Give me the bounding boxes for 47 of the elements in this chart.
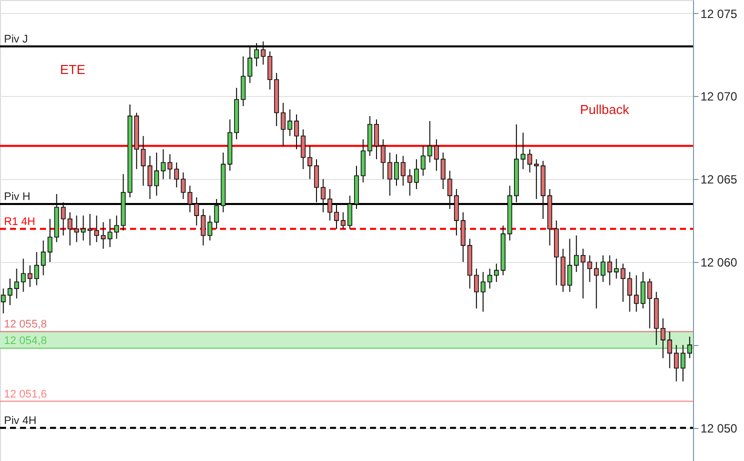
- candlestick: [567, 238, 572, 292]
- candlestick: [320, 178, 326, 213]
- candlestick: [8, 278, 12, 306]
- candlestick: [674, 344, 679, 382]
- candlestick: [160, 148, 166, 180]
- candlestick: [647, 278, 652, 329]
- y-tick-label: 12 070: [700, 90, 738, 104]
- ref-line-label: 12 055,8: [4, 318, 47, 331]
- candlestick: [14, 268, 20, 299]
- candlestick: [260, 40, 266, 66]
- y-tick-label: 12 060: [700, 256, 738, 270]
- candlestick: [447, 170, 452, 210]
- candlestick: [427, 120, 432, 164]
- y-tick-label: 12 065: [700, 172, 738, 187]
- candlestick: [587, 254, 592, 282]
- candlestick: [340, 212, 346, 230]
- candlestick: [240, 56, 246, 107]
- y-tick-label: 12 075: [700, 6, 738, 21]
- candlestick: [334, 203, 339, 230]
- candlestick: [140, 135, 146, 186]
- candlestick: [180, 172, 186, 200]
- candlestick: [100, 222, 106, 250]
- ref-line-label: Piv J: [4, 33, 28, 46]
- ref-line-label: Piv H: [4, 190, 30, 203]
- candlestick: [20, 258, 26, 292]
- candlestick: [527, 148, 532, 173]
- ref-line-label: 12 054,8: [4, 335, 47, 348]
- candlestick: [607, 254, 612, 286]
- annotation: Pullback: [580, 102, 630, 117]
- y-tick-label: 12 050: [700, 421, 738, 436]
- candlestick: [60, 202, 66, 236]
- candlestick: [327, 188, 332, 222]
- candlestick: [407, 168, 412, 196]
- candlestick: [0, 288, 6, 314]
- candlestick: [387, 152, 392, 196]
- candlestick: [627, 271, 632, 312]
- annotation: ETE: [60, 62, 86, 77]
- candlestick: [200, 208, 206, 246]
- ref-line-label: 12 051,6: [4, 388, 47, 400]
- candlestick: [347, 195, 352, 230]
- candlestick: [487, 268, 492, 290]
- ref-line-label: R1 4H: [4, 216, 36, 228]
- candlestick: [300, 128, 306, 170]
- candlestick: [280, 102, 286, 146]
- candlestick: [80, 215, 86, 241]
- candlestick: [40, 240, 46, 276]
- ref-line-label: Piv 4H: [4, 414, 36, 427]
